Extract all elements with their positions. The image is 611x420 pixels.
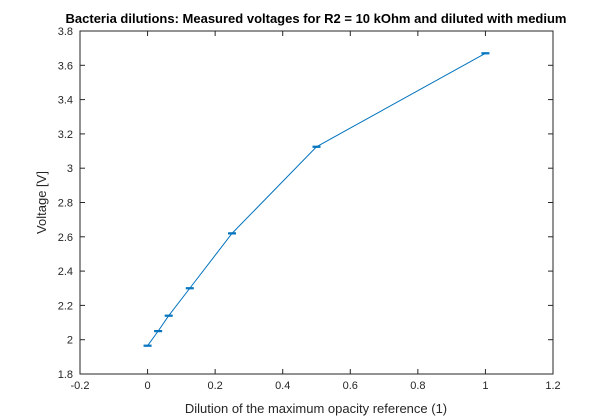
- data-point-errorbar: [143, 344, 152, 347]
- x-tick-label: 1.2: [545, 380, 560, 392]
- data-point-errorbar: [228, 232, 237, 235]
- y-tick-label: 1.8: [58, 369, 73, 381]
- x-tick-label: 0.2: [207, 380, 222, 392]
- data-point-errorbar: [154, 330, 163, 333]
- y-tick-label: 3.4: [58, 95, 73, 107]
- data-point-errorbar: [164, 314, 173, 317]
- y-tick-label: 3.8: [58, 26, 73, 38]
- x-tick-label: 0.6: [343, 380, 358, 392]
- series-layer: [143, 52, 490, 347]
- y-tick-label: 2: [67, 335, 73, 347]
- ticks-layer: -0.2 0 0.2 0.4 0.6 0.8 1 1.2 1.8 2 2.2 2.4 2.6 2.8 3 3.…: [58, 26, 561, 392]
- y-tick-label: 2.8: [58, 198, 73, 210]
- data-point-errorbar: [185, 287, 194, 290]
- y-axis-label: Voltage [V]: [34, 171, 49, 234]
- x-tick-label: 1: [482, 380, 488, 392]
- x-axis-label: Dilution of the maximum opacity referenc…: [185, 401, 447, 416]
- x-tick-label: 0.8: [410, 380, 425, 392]
- data-point-errorbar: [312, 145, 321, 148]
- y-tick-label: 2.2: [58, 300, 73, 312]
- x-tick-label: 0: [145, 380, 151, 392]
- y-tick-label: 2.6: [58, 232, 73, 244]
- y-tick-label: 2.4: [58, 266, 73, 278]
- data-point-errorbar: [481, 52, 490, 55]
- x-tick-label: -0.2: [71, 380, 90, 392]
- y-tick-label: 3.6: [58, 60, 73, 72]
- x-tick-label: 0.4: [275, 380, 290, 392]
- y-tick-label: 3.2: [58, 129, 73, 141]
- chart-title: Bacteria dilutions: Measured voltages fo…: [66, 11, 567, 26]
- plot-area-frame: [79, 30, 554, 375]
- y-tick-label: 3: [67, 163, 73, 175]
